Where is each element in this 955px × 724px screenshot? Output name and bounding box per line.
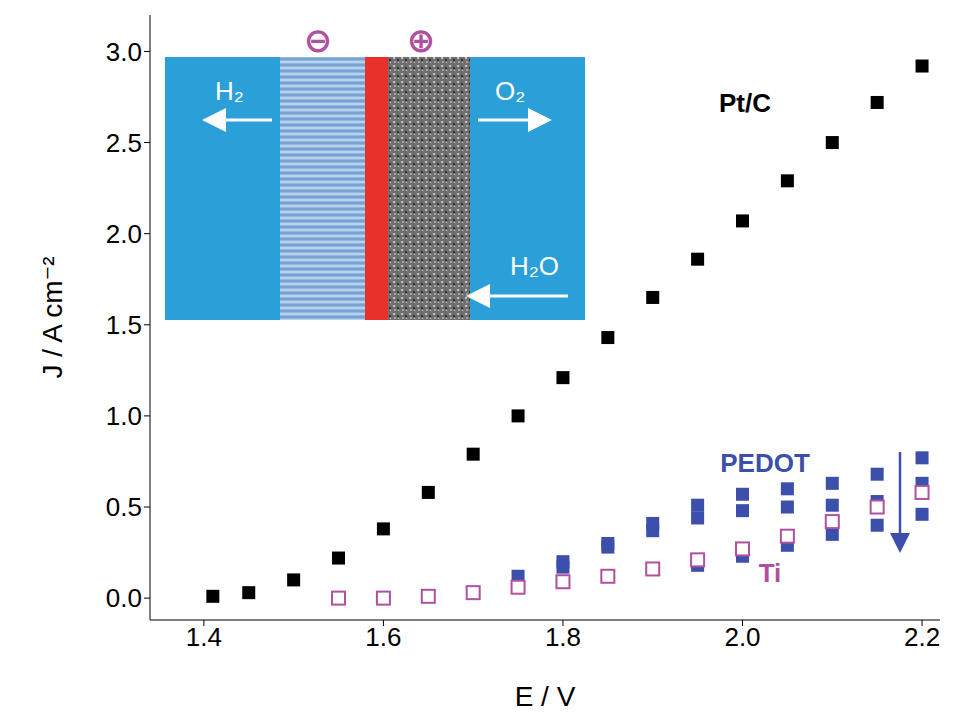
svg-text:H₂: H₂ — [215, 76, 244, 106]
svg-text:2.2: 2.2 — [904, 622, 940, 652]
svg-text:0.0: 0.0 — [106, 583, 142, 613]
svg-text:1.5: 1.5 — [106, 310, 142, 340]
svg-text:Ti: Ti — [759, 558, 782, 588]
svg-text:Pt/C: Pt/C — [719, 88, 771, 118]
svg-text:2.0: 2.0 — [724, 622, 760, 652]
svg-text:1.8: 1.8 — [545, 622, 581, 652]
svg-text:1.0: 1.0 — [106, 401, 142, 431]
svg-text:H₂O: H₂O — [510, 251, 559, 281]
svg-text:1.6: 1.6 — [365, 622, 401, 652]
svg-text:3.0: 3.0 — [106, 37, 142, 67]
svg-text:J / A cm⁻²: J / A cm⁻² — [37, 256, 68, 378]
svg-text:2.0: 2.0 — [106, 219, 142, 249]
svg-text:⊕: ⊕ — [407, 20, 436, 60]
svg-text:⊖: ⊖ — [304, 20, 333, 60]
svg-text:O₂: O₂ — [495, 76, 525, 106]
svg-text:1.4: 1.4 — [186, 622, 222, 652]
svg-text:0.5: 0.5 — [106, 492, 142, 522]
svg-text:E / V: E / V — [515, 681, 576, 712]
svg-text:2.5: 2.5 — [106, 128, 142, 158]
svg-text:PEDOT: PEDOT — [720, 448, 810, 478]
